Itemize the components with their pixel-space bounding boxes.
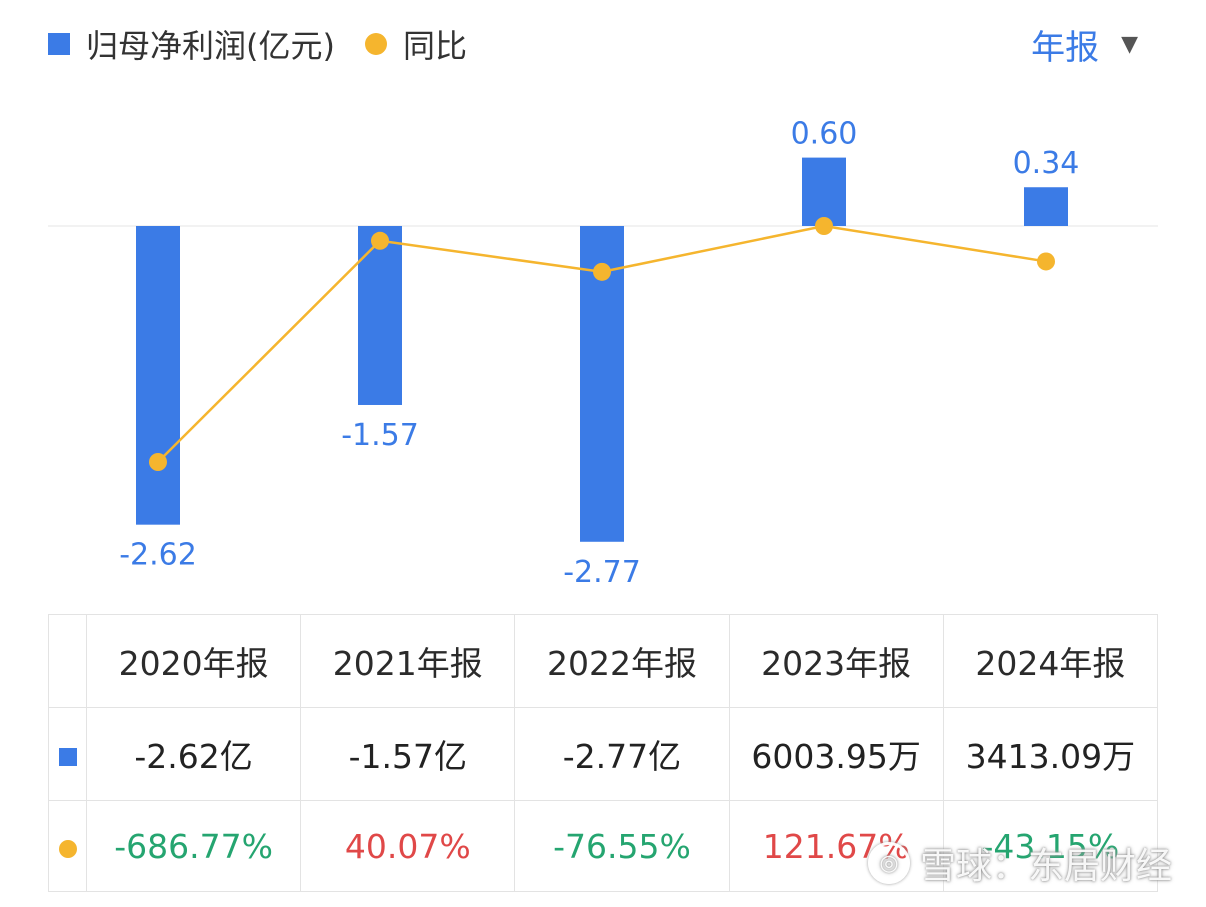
profit-cell: -1.57亿 <box>300 707 516 801</box>
yoy-point <box>1037 252 1055 271</box>
table-header-cell: 2020年报 <box>85 614 302 708</box>
line-legend-swatch <box>364 33 387 55</box>
table-header-row: 2020年报 2021年报 2022年报 2023年报 2024年报 <box>48 614 1159 708</box>
table-corner-cell <box>48 614 87 708</box>
table-header-cell: 2024年报 <box>942 614 1159 708</box>
snowball-logo-icon: ◎ <box>867 842 910 884</box>
bar-legend-swatch <box>48 33 70 55</box>
line-marker-dot <box>58 839 77 858</box>
chart-legend: 归母净利润(亿元) 同比 <box>48 22 467 66</box>
bar-value-label: -1.57 <box>341 418 419 453</box>
table-header-cell: 2023年报 <box>728 614 944 708</box>
yoy-cell: -76.55% <box>514 800 730 892</box>
yoy-cell: 40.07% <box>300 800 516 892</box>
bar-legend-label: 归母净利润(亿元) <box>86 27 335 65</box>
yoy-point <box>371 231 389 250</box>
bar-value-label: -2.62 <box>119 538 197 573</box>
line-legend-label: 同比 <box>402 27 467 65</box>
profit-bar <box>802 157 846 226</box>
profit-cell: -2.77亿 <box>514 707 730 801</box>
profit-cell: -2.62亿 <box>85 707 302 801</box>
bar-value-label: 0.34 <box>1013 146 1080 181</box>
profit-cell: 6003.95万 <box>728 707 944 801</box>
table-header-cell: 2022年报 <box>514 614 730 708</box>
bar-marker-square <box>58 747 77 766</box>
watermark: ◎ 雪球：东居财经 <box>867 837 1172 889</box>
chevron-down-icon: ▼ <box>1121 31 1138 57</box>
bar-value-label: -2.77 <box>563 555 641 590</box>
table-header-cell: 2021年报 <box>300 614 516 708</box>
table-row-profit: -2.62亿 -1.57亿 -2.77亿 6003.95万 3413.09万 <box>48 707 1159 801</box>
line-row-marker <box>48 800 87 892</box>
yoy-point <box>815 217 833 235</box>
yoy-point <box>149 453 167 471</box>
profit-bar <box>358 226 402 405</box>
period-selector-label: 年报 <box>1031 27 1100 68</box>
profit-bar <box>136 226 180 525</box>
yoy-cell: -686.77% <box>85 800 302 892</box>
profit-bar <box>1024 187 1068 226</box>
bar-value-label: 0.60 <box>791 117 858 152</box>
yoy-cell: -43.15% <box>942 800 1159 892</box>
period-selector[interactable]: 年报 ▼ <box>1031 22 1138 68</box>
profit-cell: 3413.09万 <box>942 707 1159 801</box>
yoy-point <box>593 262 611 281</box>
watermark-text: 雪球：东居财经 <box>919 846 1172 887</box>
bar-row-marker <box>48 707 87 801</box>
profit-chart: -2.62 -1.57 -2.77 0.60 0.34 <box>48 117 1158 590</box>
